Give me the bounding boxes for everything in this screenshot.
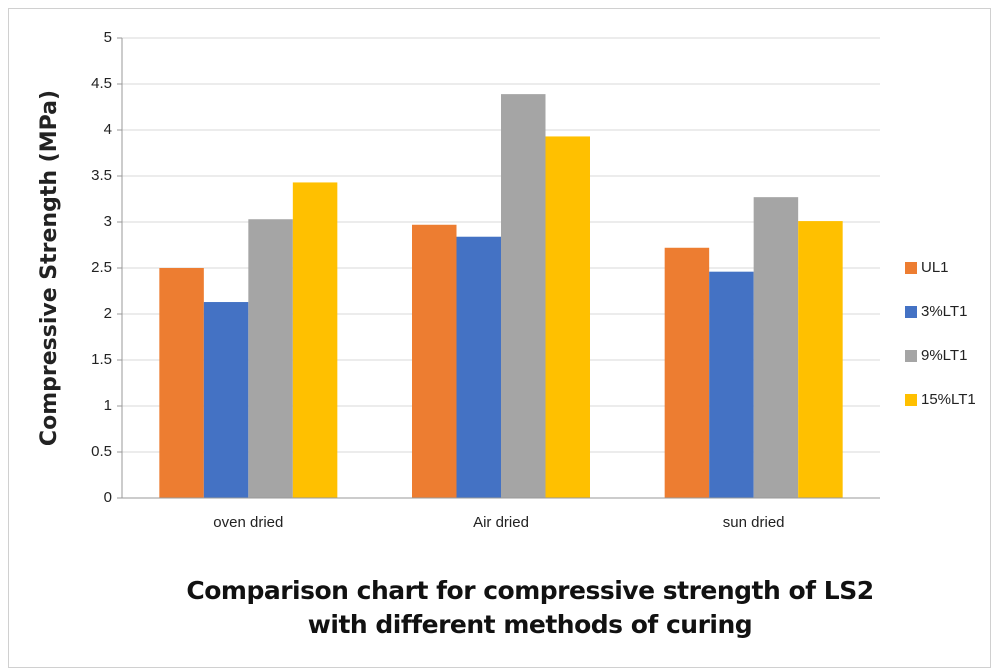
y-tick-label: 3.5 [91, 167, 112, 184]
bar [292, 182, 338, 498]
y-tick-label: 5 [104, 29, 112, 46]
legend-swatch [905, 306, 917, 318]
legend-label: UL1 [921, 259, 949, 276]
x-tick-label: Air dried [473, 514, 529, 531]
legend-label: 15%LT1 [921, 391, 976, 408]
x-tick-label: oven dried [213, 514, 283, 531]
y-tick-label: 4.5 [91, 75, 112, 92]
bar [709, 271, 754, 498]
page: Compressive Strength (MPa) 0 0.5 1 1.5 2 2.5 3… [8, 8, 991, 668]
bar [456, 236, 501, 498]
y-axis-label: Compressive Strength (MPa) [37, 90, 62, 446]
chart-title: Comparison chart for compressive strengt… [186, 576, 874, 639]
bar [664, 247, 710, 498]
legend-label: 3%LT1 [921, 303, 967, 320]
bar [248, 219, 293, 499]
y-tick-label: 1 [104, 397, 112, 414]
bar [753, 197, 799, 498]
legend-swatch [905, 262, 917, 274]
y-tick-label: 3 [104, 213, 112, 230]
x-tick-label: sun dried [723, 514, 785, 531]
y-tick-label: 0.5 [91, 443, 112, 460]
bar [798, 221, 843, 498]
legend-swatch [905, 350, 917, 362]
legend-label: 9%LT1 [921, 347, 967, 364]
chart: Compressive Strength (MPa) 0 0.5 1 1.5 2 2.5 3… [37, 29, 976, 531]
legend-swatch [905, 394, 917, 406]
bar [159, 268, 204, 498]
bar [501, 94, 546, 499]
y-tick-label: 4 [104, 121, 112, 138]
bar [203, 302, 249, 498]
y-tick-label: 2 [104, 305, 112, 322]
bar [545, 136, 590, 498]
y-tick-label: 0 [104, 489, 112, 506]
y-tick-label: 1.5 [91, 351, 112, 368]
y-tick-label: 2.5 [91, 259, 112, 276]
bar [412, 224, 457, 498]
